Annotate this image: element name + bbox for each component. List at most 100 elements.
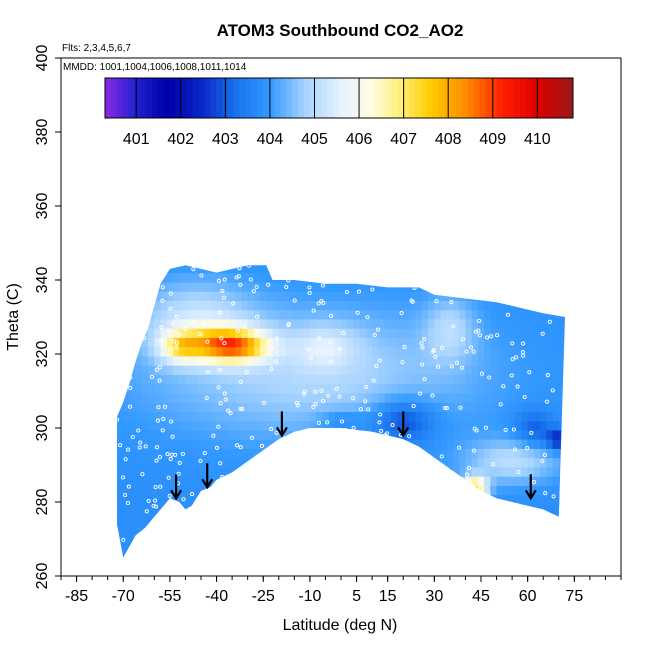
heatmap-cell [558,476,565,486]
heatmap-cell [471,550,479,558]
observation-point [547,319,552,324]
heatmap-cell [465,392,473,403]
heatmap-cell [384,494,392,505]
heatmap-cell [185,265,193,274]
heatmap-cell [166,466,174,477]
observation-point [520,350,525,355]
heatmap-cell [359,522,367,533]
heatmap-cell [477,383,485,394]
heatmap-cell [528,559,535,569]
heatmap-cell [565,291,572,301]
heatmap-cell [185,476,193,486]
observation-point [205,339,210,344]
heatmap-cell [129,245,136,255]
heatmap-cell [378,281,386,292]
heatmap-cell [409,550,417,558]
heatmap-cell [353,531,361,542]
heatmap-cell [297,494,305,505]
heatmap-cell [353,540,361,551]
heatmap-cell [446,300,454,311]
heatmap-cell [540,531,547,542]
heatmap-cell [415,309,423,320]
heatmap-cell [173,291,180,301]
heatmap-cell [260,392,267,403]
heatmap-cell [136,245,143,255]
heatmap-cell [191,374,199,385]
heatmap-cell [365,485,373,496]
heatmap-cell [247,318,255,329]
heatmap-cell [441,254,448,264]
heatmap-cell [484,300,491,311]
heatmap-cell [260,420,267,431]
heatmap-cell [558,402,565,412]
heatmap-cell [552,485,560,496]
heatmap-cell [459,513,467,523]
observation-point [269,479,274,484]
heatmap-cell [291,494,299,505]
observation-point [149,296,154,301]
down-arrow-icon [275,411,288,438]
heatmap-cell [285,374,292,385]
heatmap-cell [558,281,565,292]
heatmap-cell [471,411,479,422]
heatmap-cell [334,346,342,357]
heatmap-cell [272,420,280,431]
heatmap-cell [484,503,491,514]
heatmap-cell [384,513,392,523]
heatmap-cell [453,337,460,348]
heatmap-field [105,245,578,569]
heatmap-cell [210,559,217,569]
observation-point [153,498,158,503]
heatmap-cell [490,531,498,542]
heatmap-cell [353,513,361,523]
heatmap-cell [571,310,578,320]
heatmap-cell [160,374,168,385]
heatmap-cell [347,365,355,375]
heatmap-cell [229,503,236,514]
observation-point [123,492,128,498]
heatmap-cell [403,291,411,301]
heatmap-cell [565,485,572,495]
heatmap-cell [521,531,529,542]
observation-point [242,324,247,329]
heatmap-cell [166,420,174,431]
heatmap-cell [527,328,535,338]
heatmap-cell [291,300,299,311]
observation-point [370,483,375,488]
heatmap-cell [515,265,523,274]
heatmap-cell [166,476,174,486]
heatmap-cell [241,281,249,292]
heatmap-cell [148,485,155,496]
heatmap-cell [285,503,292,514]
heatmap-cell [334,309,342,320]
heatmap-cell [465,522,473,533]
heatmap-cell [334,439,342,449]
heatmap-cell [154,485,162,496]
heatmap-cell [415,429,423,440]
heatmap-cell [434,494,442,505]
observation-point [295,403,300,408]
heatmap-cell [105,319,112,329]
heatmap-cell [459,346,467,357]
heatmap-cell [160,300,168,311]
heatmap-cell [117,392,118,403]
observation-point [433,354,438,359]
heatmap-cell [341,365,348,375]
heatmap-cell [465,355,473,366]
heatmap-cell [173,281,180,292]
heatmap-cell [397,448,404,459]
heatmap-cell [515,448,523,459]
heatmap-cell [322,281,330,292]
heatmap-cell [471,476,479,486]
heatmap-cell [117,300,124,311]
heatmap-cell [490,392,498,403]
heatmap-cell [260,318,267,329]
heatmap-cell [216,291,224,301]
heatmap-cell [546,355,554,366]
heatmap-cell [241,559,248,569]
heatmap-cell [173,318,180,329]
heatmap-cell [552,272,560,283]
heatmap-cell [428,476,435,486]
heatmap-cell [179,559,186,569]
heatmap-cell [141,300,149,311]
